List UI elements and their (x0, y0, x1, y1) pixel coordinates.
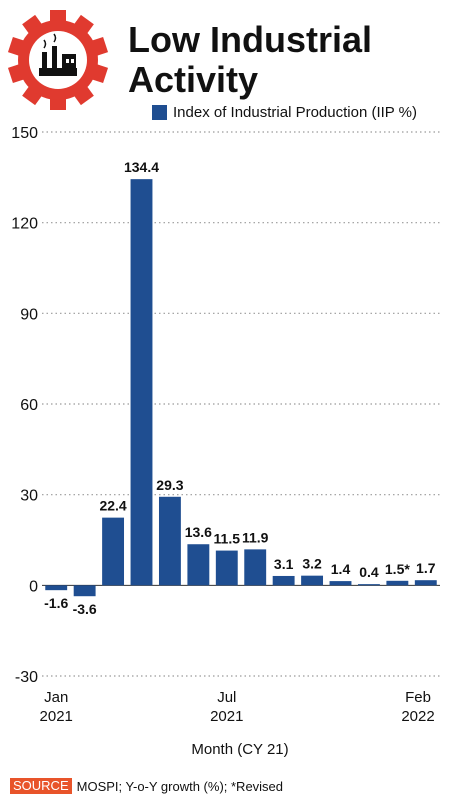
x-tick-label: Feb (405, 689, 431, 706)
data-label: 13.6 (185, 524, 212, 540)
source-tag: SOURCE (10, 778, 72, 794)
data-label: 1.4 (331, 561, 351, 577)
y-tick-label: 120 (11, 216, 38, 233)
y-tick-label: 30 (20, 488, 38, 505)
data-label: 11.5 (214, 531, 241, 547)
data-label: 22.4 (99, 498, 126, 514)
x-tick-label: Jul (217, 689, 236, 706)
bar (329, 581, 352, 586)
y-tick-label: 150 (11, 125, 38, 142)
y-tick-label: 0 (29, 578, 38, 595)
y-tick-label: 60 (20, 397, 38, 414)
data-label: 29.3 (156, 477, 183, 493)
x-tick-label: 2021 (40, 708, 73, 725)
legend-label: Index of Industrial Production (IIP %) (173, 103, 418, 121)
data-label: 1.7 (416, 560, 436, 576)
data-label: -3.6 (73, 601, 97, 617)
x-tick-label: 2021 (210, 708, 243, 725)
bar (73, 585, 96, 597)
bar (301, 575, 324, 586)
chart-title: Low Industrial Activity (128, 19, 373, 100)
y-tick-label: -30 (15, 669, 38, 686)
bar (272, 575, 295, 586)
y-tick-label: 90 (20, 306, 38, 323)
bar (130, 179, 153, 586)
factory-gear-icon (7, 10, 109, 110)
bar (45, 585, 68, 591)
bar (414, 580, 437, 586)
data-label: 0.4 (359, 564, 379, 580)
bar (102, 517, 125, 586)
data-label: 11.9 (242, 529, 269, 545)
data-label: 1.5* (385, 561, 410, 577)
source-text: MOSPI; Y-o-Y growth (%); *Revised (76, 778, 284, 794)
bar (215, 550, 238, 586)
bar (357, 584, 380, 586)
x-tick-label: Jan (44, 689, 68, 706)
data-label: 3.2 (302, 556, 322, 572)
x-axis-title: Month (CY 21) (191, 741, 288, 758)
source-row: SOURCE MOSPI; Y-o-Y growth (%); *Revised (10, 778, 283, 794)
x-tick-label: 2022 (401, 708, 434, 725)
data-label: 3.1 (274, 556, 294, 572)
data-label: 134.4 (124, 159, 159, 175)
bar (187, 544, 210, 586)
data-label: -1.6 (44, 595, 68, 611)
legend: Index of Industrial Production (IIP %) (152, 102, 417, 122)
bar (158, 496, 181, 586)
bar (244, 549, 267, 586)
bar (386, 580, 409, 586)
legend-swatch (152, 104, 167, 120)
